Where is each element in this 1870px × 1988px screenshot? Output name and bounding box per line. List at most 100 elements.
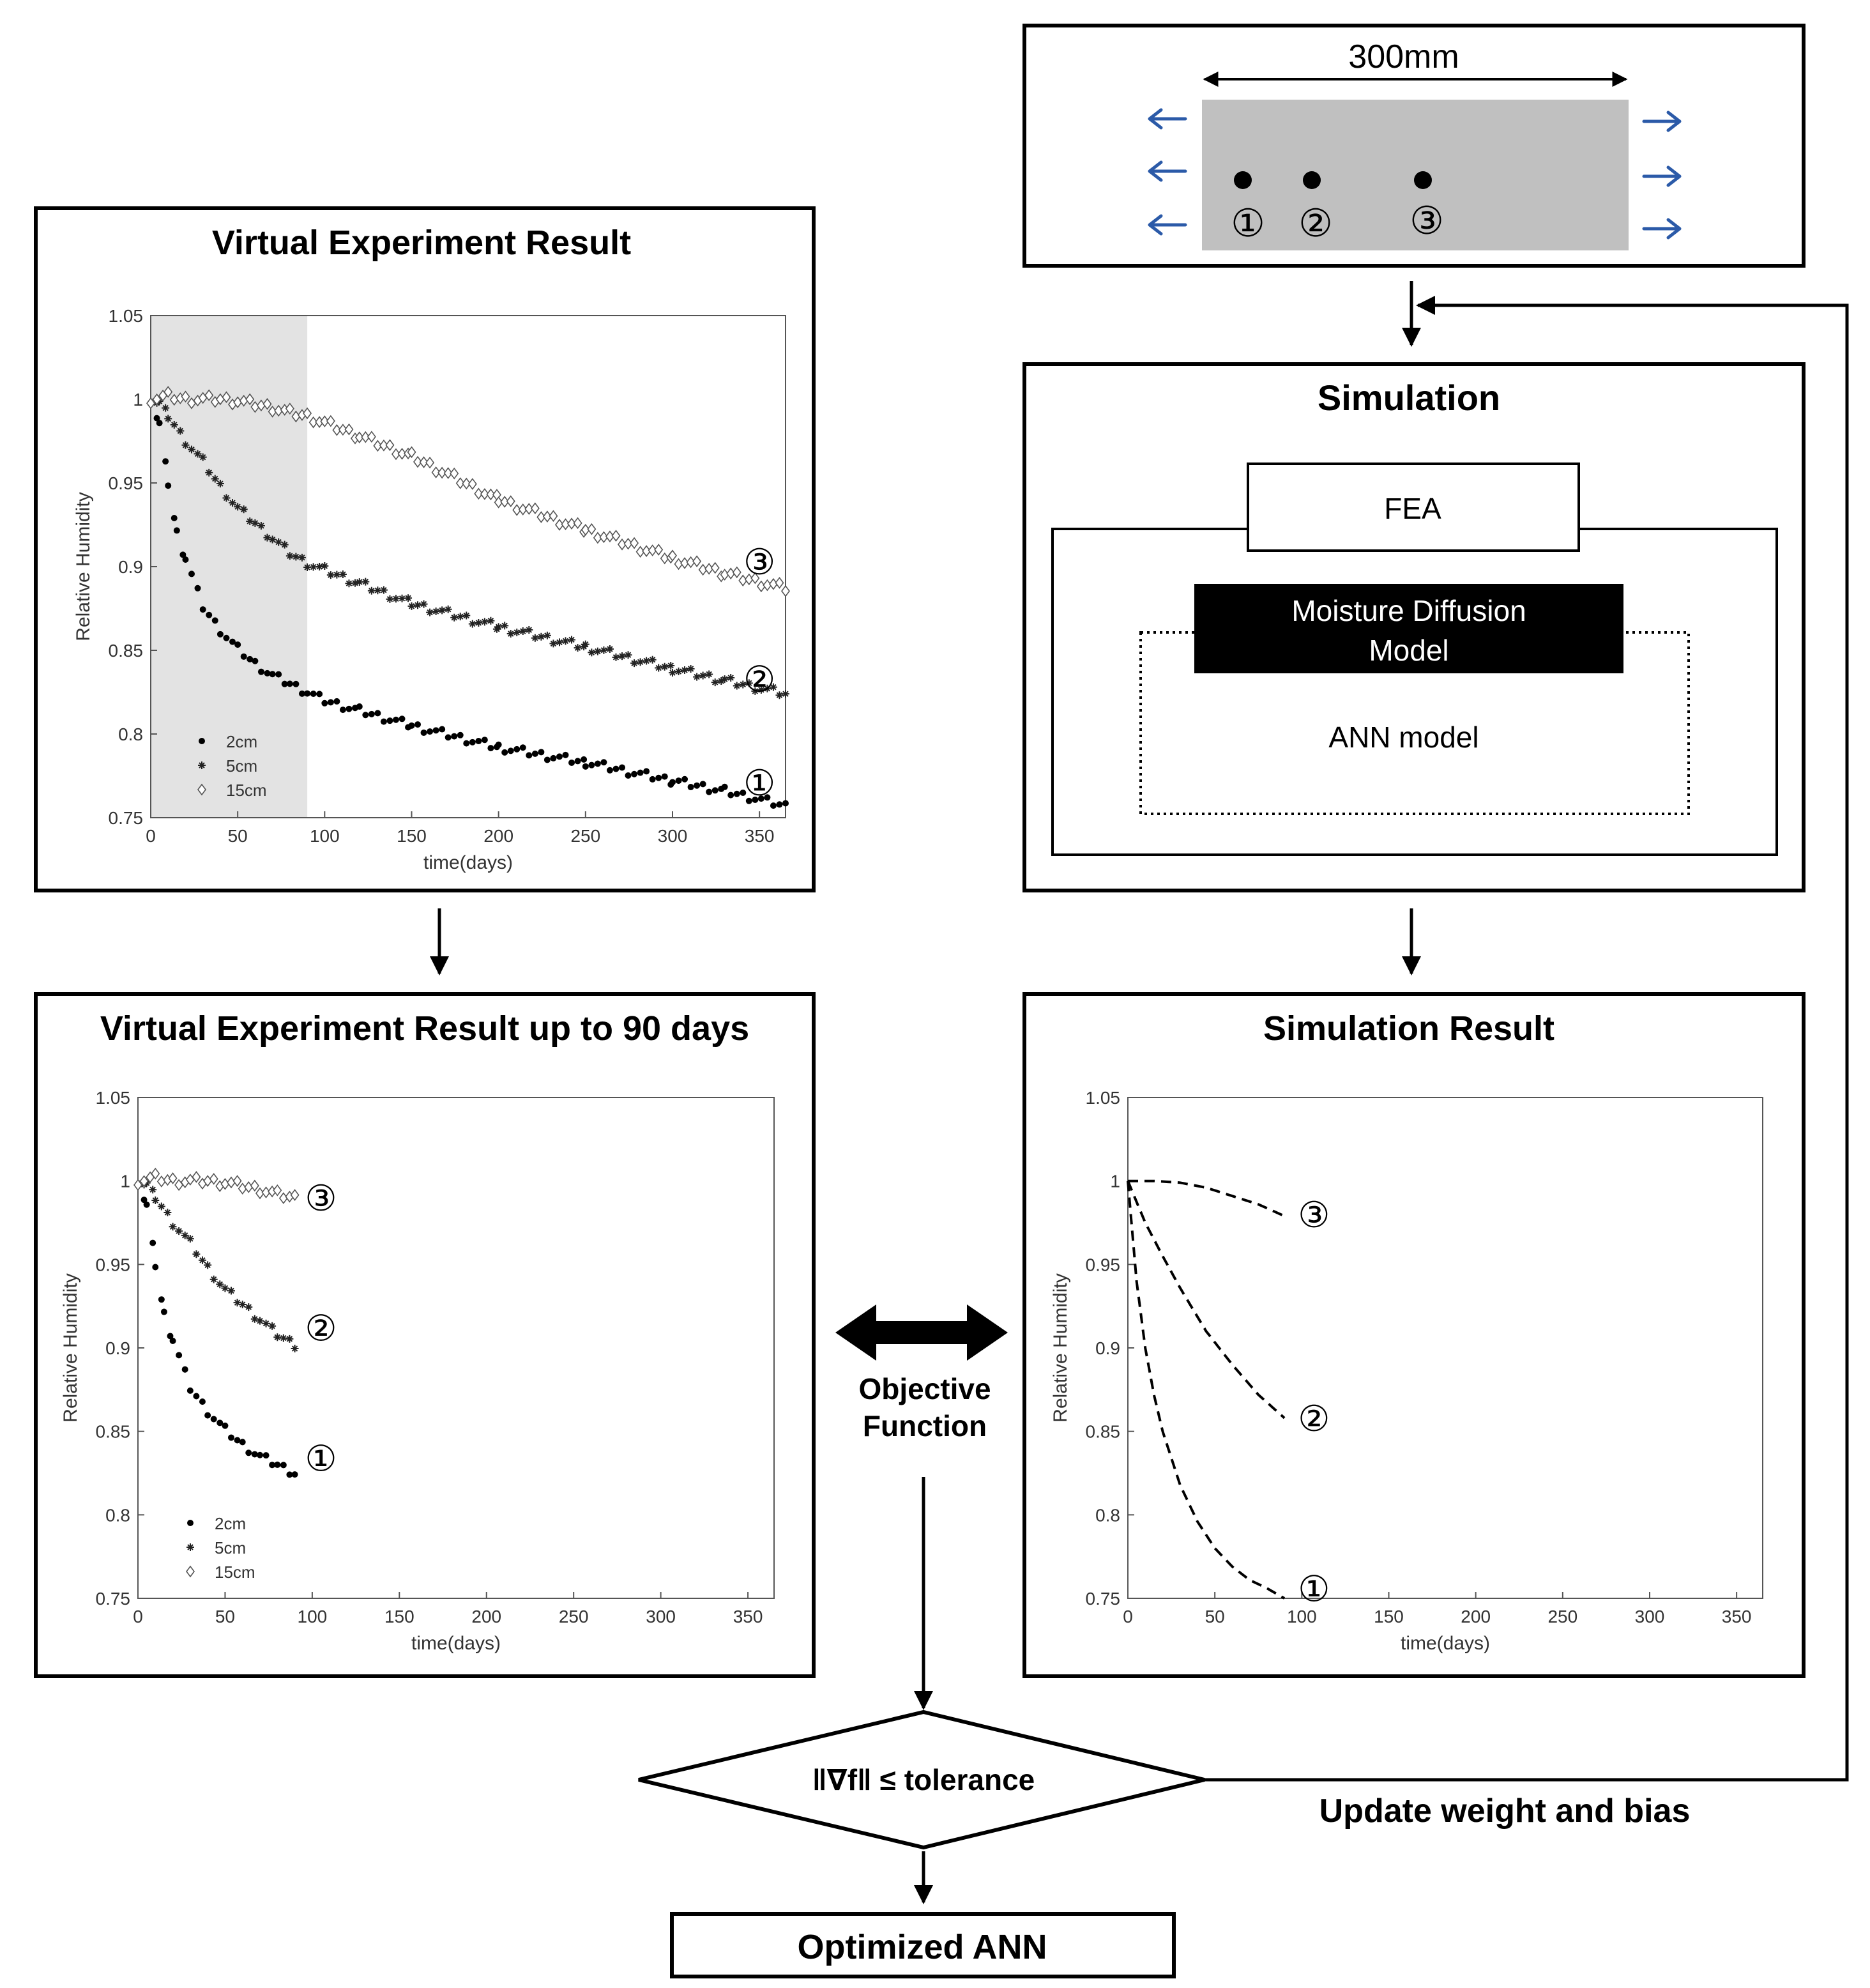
data-point-15cm	[192, 1171, 201, 1183]
data-point-5cm	[169, 1223, 177, 1231]
data-point-5cm	[561, 637, 570, 645]
data-point-2cm	[612, 765, 620, 772]
data-point-15cm	[222, 391, 231, 404]
update-feedback-loop	[1205, 296, 1849, 1782]
data-point-2cm	[752, 796, 759, 803]
data-point-5cm	[674, 668, 683, 676]
data-point-15cm	[262, 398, 272, 410]
data-point-5cm	[600, 646, 608, 654]
virtual-experiment-chart: 0 50 100 150 200 250 300 350 0.75 0.8 0.85 0.9 0.95 1…	[73, 306, 790, 873]
data-point-15cm	[654, 544, 664, 556]
y-tick-label: 0.75	[96, 1589, 131, 1609]
data-point-15cm	[320, 415, 330, 427]
data-point-2cm	[764, 794, 771, 801]
data-point-5cm	[468, 620, 476, 628]
data-point-15cm	[209, 1173, 218, 1185]
data-point-2cm	[239, 1439, 246, 1446]
data-point-5cm	[298, 553, 306, 562]
data-point-5cm	[763, 684, 772, 692]
y-tick-label: 0.95	[1086, 1255, 1121, 1274]
decision-diamond	[638, 1709, 1205, 1850]
data-point-2cm	[526, 752, 533, 759]
data-point-15cm	[587, 523, 597, 535]
data-point-15cm	[413, 455, 423, 468]
data-point-5cm	[668, 669, 676, 677]
data-point-15cm	[573, 517, 582, 530]
data-point-5cm	[367, 586, 376, 595]
data-point-2cm	[291, 1471, 298, 1478]
data-point-15cm	[611, 530, 621, 542]
data-point-5cm	[636, 658, 644, 666]
data-point-5cm	[612, 653, 620, 661]
data-point-5cm	[268, 535, 277, 544]
data-point-2cm	[711, 787, 718, 794]
fea-label: FEA	[1384, 492, 1441, 525]
data-point-15cm	[397, 448, 407, 460]
data-point-2cm	[574, 758, 581, 765]
data-point-5cm	[199, 453, 207, 461]
data-point-5cm	[782, 690, 789, 698]
data-point-5cm	[257, 521, 265, 530]
data-point-5cm	[739, 680, 747, 689]
data-point-2cm	[694, 782, 701, 789]
data-point-2cm	[316, 691, 323, 698]
series-line-15cm	[1128, 1179, 1285, 1218]
plot-area	[138, 1097, 774, 1598]
data-point-2cm	[427, 728, 434, 735]
data-point-2cm	[439, 726, 446, 733]
data-point-5cm	[660, 662, 669, 671]
data-point-15cm	[338, 424, 347, 436]
data-point-15cm	[710, 562, 720, 574]
data-point-2cm	[339, 707, 346, 714]
y-tick-label: 0.75	[109, 808, 144, 828]
data-point-2cm	[252, 657, 259, 664]
data-point-2cm	[727, 791, 734, 799]
data-point-2cm	[625, 772, 632, 779]
data-point-5cm	[462, 611, 471, 620]
flow-connectors	[430, 281, 1849, 1904]
data-point-2cm	[210, 1416, 217, 1423]
x-tick-label: 250	[559, 1607, 589, 1626]
data-point-2cm	[681, 776, 688, 783]
data-point-2cm	[386, 717, 393, 724]
virtual-experiment-title: Virtual Experiment Result	[212, 224, 631, 262]
data-point-5cm	[198, 1256, 206, 1264]
data-point-5cm	[432, 608, 440, 616]
data-point-5cm	[221, 1284, 229, 1292]
data-point-2cm	[281, 680, 288, 687]
data-point-5cm	[149, 1186, 157, 1194]
virtual-90-panel: Virtual Experiment Result up to 90 days …	[34, 992, 816, 1678]
x-tick-label: 0	[1123, 1607, 1133, 1626]
data-point-15cm	[373, 440, 383, 452]
data-point-5cm	[228, 499, 236, 507]
data-point-5cm	[164, 415, 172, 423]
data-point-5cm	[227, 1287, 235, 1295]
data-point-5cm	[630, 659, 639, 668]
data-point-2cm	[222, 1422, 229, 1429]
data-point-15cm	[332, 424, 342, 436]
data-point-2cm	[199, 606, 206, 613]
data-point-5cm	[204, 1261, 212, 1269]
data-point-2cm	[706, 788, 713, 795]
data-point-5cm	[338, 570, 347, 579]
data-point-2cm	[420, 729, 427, 736]
moisture-model-label: Moisture Diffusion	[1291, 594, 1526, 627]
data-point-2cm	[637, 769, 644, 776]
data-point-2cm	[445, 734, 452, 741]
data-point-5cm	[648, 655, 657, 664]
curve-label: ②	[305, 1308, 337, 1349]
data-point-5cm	[581, 640, 589, 648]
data-point-2cm	[247, 655, 254, 662]
moisture-model-label: Model	[1369, 634, 1448, 667]
data-point-2cm	[582, 763, 589, 770]
y-tick-label: 1	[133, 390, 143, 409]
curve-label: ①	[305, 1438, 337, 1478]
data-point-2cm	[169, 1338, 176, 1345]
data-point-5cm	[379, 586, 388, 594]
x-tick-label: 50	[215, 1607, 235, 1626]
virtual-experiment-panel: Virtual Experiment Result 0 50 100 150 200 25…	[34, 206, 816, 892]
data-point-5cm	[745, 679, 753, 687]
objective-function: Objective Function	[835, 1304, 1008, 1442]
y-tick-label: 1	[120, 1172, 130, 1191]
data-point-2cm	[158, 1296, 165, 1303]
